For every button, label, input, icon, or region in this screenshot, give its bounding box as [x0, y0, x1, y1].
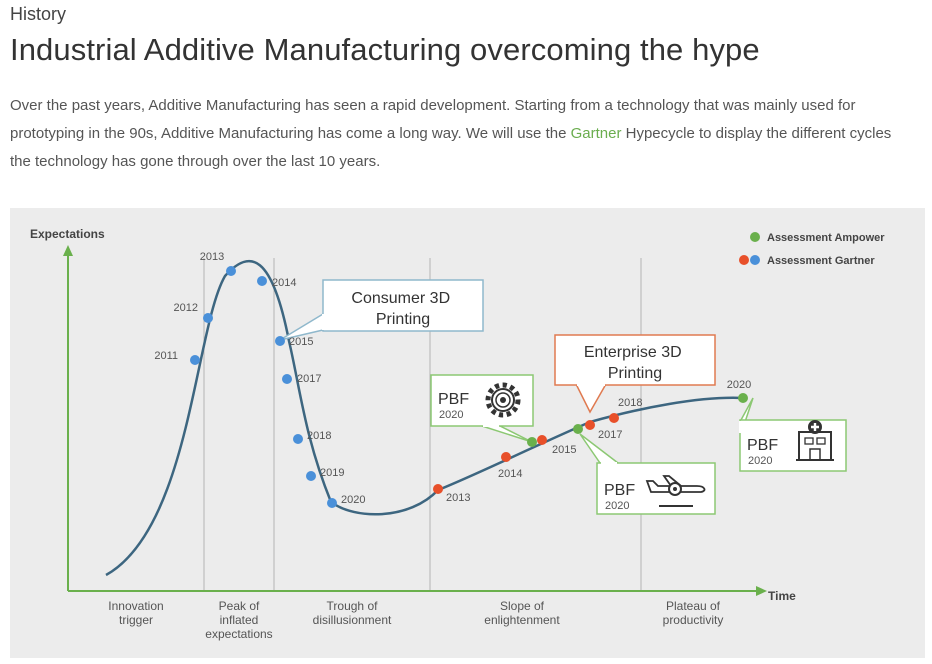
enterprise-callout-box — [554, 334, 716, 386]
consumer-point — [257, 276, 267, 286]
ampower-point — [573, 424, 583, 434]
phase-label: Trough of disillusionment — [313, 599, 392, 627]
x-axis-arrow — [756, 586, 767, 596]
consumer-callout-line: Printing — [376, 311, 430, 328]
legend-gartner-label: Assessment Gartner — [767, 255, 875, 267]
consumer-point-label: 2017 — [297, 373, 321, 385]
pbf-gear-title: PBF — [438, 391, 469, 408]
page-title: Industrial Additive Manufacturing overco… — [10, 32, 760, 67]
consumer-point-label: 2020 — [341, 494, 365, 506]
consumer-point — [327, 498, 337, 508]
consumer-point — [190, 355, 200, 365]
phase-label: Plateau of productivity — [663, 599, 724, 627]
consumer-point — [293, 434, 303, 444]
phase-labels: Innovation trigger Peak of inflated expectat… — [108, 599, 723, 641]
pbf-airplane-title: PBF — [604, 482, 635, 499]
pbf-hospital-year: 2020 — [748, 455, 772, 467]
phase-label: Slope of enlightenment — [484, 599, 560, 627]
enterprise-point-label: 2017 — [598, 429, 622, 441]
ampower-point — [527, 437, 537, 447]
consumer-point — [275, 336, 285, 346]
enterprise-point-label: 2020 — [727, 379, 751, 391]
enterprise-callout-text: Enterprise 3D Printing — [584, 344, 686, 382]
enterprise-point-label: 2013 — [446, 492, 470, 504]
consumer-callout-line: Consumer 3D — [351, 290, 450, 307]
intro-text: Over the past years, Additive Manufactur… — [10, 97, 856, 142]
consumer-point — [203, 313, 213, 323]
assessment-points: 2011 2012 2013 2014 2015 2017 2018 2019 2020 2013… — [154, 251, 751, 508]
consumer-point-label: 2012 — [174, 302, 198, 314]
gartner-link[interactable]: Gartner — [570, 125, 622, 142]
gear-icon — [485, 382, 521, 418]
enterprise-point — [537, 435, 547, 445]
ampower-point — [738, 393, 748, 403]
consumer-point-label: 2015 — [289, 336, 313, 348]
legend-ampower-label: Assessment Ampower — [767, 232, 885, 244]
hype-cycle-diagram: Expectations Time Innovation trigger Peak … — [10, 208, 925, 658]
pbf-airplane-year: 2020 — [605, 500, 629, 512]
enterprise-point — [585, 420, 595, 430]
enterprise-point — [433, 484, 443, 494]
x-axis-label: Time — [768, 589, 796, 603]
airplane-icon — [645, 475, 706, 507]
hospital-icon — [796, 420, 834, 461]
legend-ampower-dot — [750, 232, 760, 242]
section-label: History — [10, 4, 67, 24]
phase-label: Peak of inflated expectations — [205, 599, 272, 641]
legend-gartner-blue-dot — [750, 255, 760, 265]
consumer-point-label: 2018 — [307, 430, 331, 442]
intro-text-end: Hypecycle to display the different cycle… — [10, 125, 892, 170]
enterprise-callout-line: Printing — [608, 365, 662, 382]
intro-paragraph: Over the past years, Additive Manufactur… — [10, 92, 915, 176]
consumer-point — [282, 374, 292, 384]
enterprise-point — [501, 452, 511, 462]
enterprise-callout-pointer — [575, 383, 607, 414]
consumer-point-label: 2014 — [272, 277, 296, 289]
consumer-point-label: 2011 — [154, 350, 178, 362]
enterprise-point — [609, 413, 619, 423]
legend-gartner-red-dot — [739, 255, 749, 265]
phase-label: Innovation trigger — [108, 599, 163, 627]
consumer-point-label: 2013 — [200, 251, 224, 263]
pbf-airplane-pointer — [579, 433, 619, 464]
consumer-callout-box — [322, 279, 484, 332]
enterprise-point-label: 2018 — [618, 397, 642, 409]
consumer-point — [306, 471, 316, 481]
y-axis-label: Expectations — [30, 227, 105, 241]
enterprise-point-label: 2014 — [498, 468, 522, 480]
consumer-point-label: 2019 — [320, 467, 344, 479]
enterprise-callout-line: Enterprise 3D — [584, 344, 682, 361]
y-axis-arrow — [63, 245, 73, 256]
enterprise-point-label: 2015 — [552, 444, 576, 456]
pbf-gear-year: 2020 — [439, 409, 463, 421]
consumer-point — [226, 266, 236, 276]
consumer-callout-text: Consumer 3D Printing — [351, 290, 454, 328]
pbf-hospital-title: PBF — [747, 437, 778, 454]
